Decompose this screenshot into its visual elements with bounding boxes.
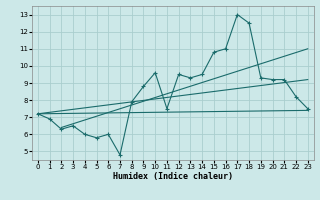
X-axis label: Humidex (Indice chaleur): Humidex (Indice chaleur) bbox=[113, 172, 233, 181]
